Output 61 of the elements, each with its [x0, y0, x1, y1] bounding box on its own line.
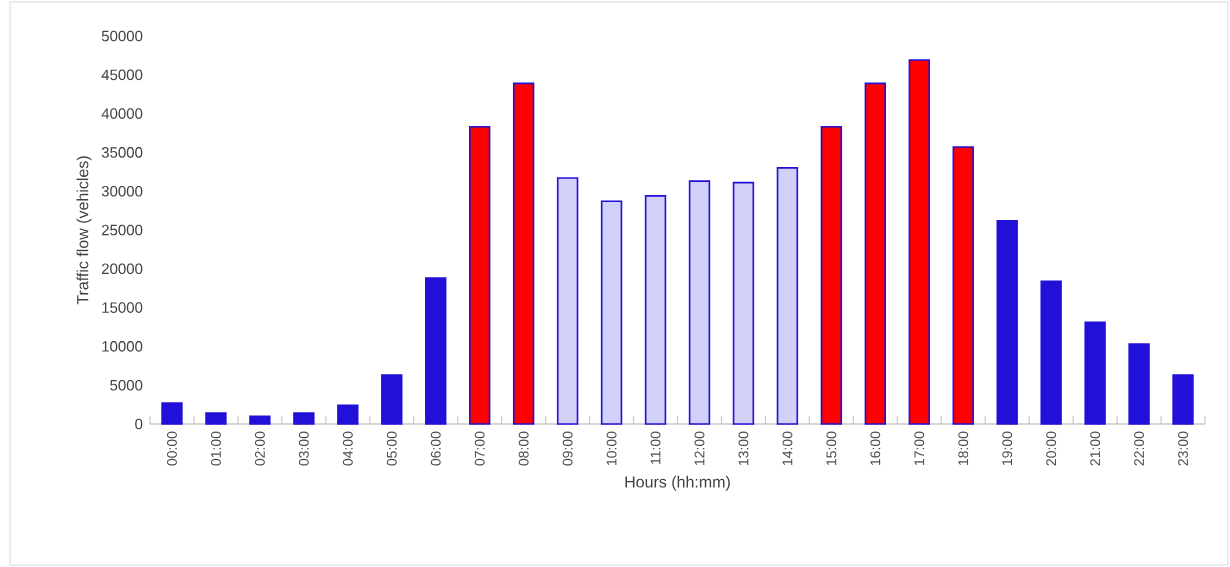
- x-tick-label: 23:00: [1178, 431, 1188, 466]
- bar: [425, 277, 447, 425]
- y-tick-label: 40000: [101, 108, 143, 119]
- x-tick-label: 07:00: [474, 431, 485, 466]
- x-tick-label: 15:00: [826, 431, 837, 466]
- bar: [556, 177, 579, 425]
- x-tick-label: 21:00: [1090, 431, 1101, 466]
- y-axis-title: Traffic flow (vehicles): [76, 156, 92, 305]
- bar: [776, 167, 799, 425]
- x-tick-label: 22:00: [1134, 431, 1145, 466]
- bar: [205, 412, 227, 425]
- y-tick-label: 15000: [102, 302, 143, 313]
- y-tick-label: 45000: [101, 69, 143, 81]
- bar: [1172, 374, 1194, 425]
- x-tick-label: 04:00: [342, 431, 353, 466]
- y-tick-label: 10000: [102, 341, 143, 352]
- y-tick-label: 25000: [101, 224, 143, 236]
- bar: [644, 195, 667, 425]
- x-tick-label: 06:00: [430, 431, 441, 466]
- bar: [820, 125, 843, 425]
- bar: [688, 180, 711, 425]
- bar: [469, 125, 491, 425]
- y-tick-label: 30000: [101, 185, 143, 197]
- x-tick-label: 01:00: [211, 431, 221, 466]
- y-tick-label: 0: [135, 418, 143, 430]
- x-tick-label: 18:00: [958, 431, 969, 466]
- bar: [1040, 280, 1062, 425]
- bar: [732, 181, 755, 425]
- x-tick-label: 17:00: [914, 431, 925, 466]
- bar: [600, 200, 623, 425]
- bar: [864, 82, 887, 425]
- x-tick-label: 12:00: [694, 431, 705, 466]
- bar: [293, 412, 315, 425]
- x-tick-label: 20:00: [1046, 431, 1057, 466]
- bar: [996, 219, 1018, 425]
- bar: [908, 59, 930, 425]
- x-tick-label: 03:00: [298, 431, 309, 466]
- bar: [512, 82, 535, 425]
- x-tick-label: 05:00: [386, 431, 397, 466]
- y-tick-label: 35000: [101, 147, 143, 158]
- y-tick-label: 20000: [101, 263, 143, 275]
- bar: [161, 402, 183, 425]
- x-tick-label: 08:00: [518, 431, 529, 466]
- x-tick-label: 19:00: [1002, 431, 1013, 466]
- bar: [249, 415, 271, 425]
- x-tick-label: 10:00: [606, 431, 617, 466]
- x-tick-label: 00:00: [167, 431, 177, 466]
- bar: [337, 404, 359, 425]
- x-tick-label: 02:00: [254, 431, 265, 466]
- bar: [1084, 321, 1106, 425]
- y-tick-label: 5000: [110, 379, 143, 391]
- x-tick-label: 09:00: [562, 431, 573, 466]
- x-tick-label: 11:00: [650, 431, 661, 464]
- y-tick-label: 50000: [101, 30, 143, 42]
- x-axis-title: Hours (hh:mm): [625, 475, 730, 491]
- x-tick-label: 14:00: [782, 431, 793, 466]
- bar: [1128, 343, 1150, 425]
- x-tick-label: 16:00: [870, 431, 881, 466]
- bar: [952, 146, 974, 425]
- x-tick-label: 13:00: [738, 431, 749, 466]
- bar: [381, 374, 403, 425]
